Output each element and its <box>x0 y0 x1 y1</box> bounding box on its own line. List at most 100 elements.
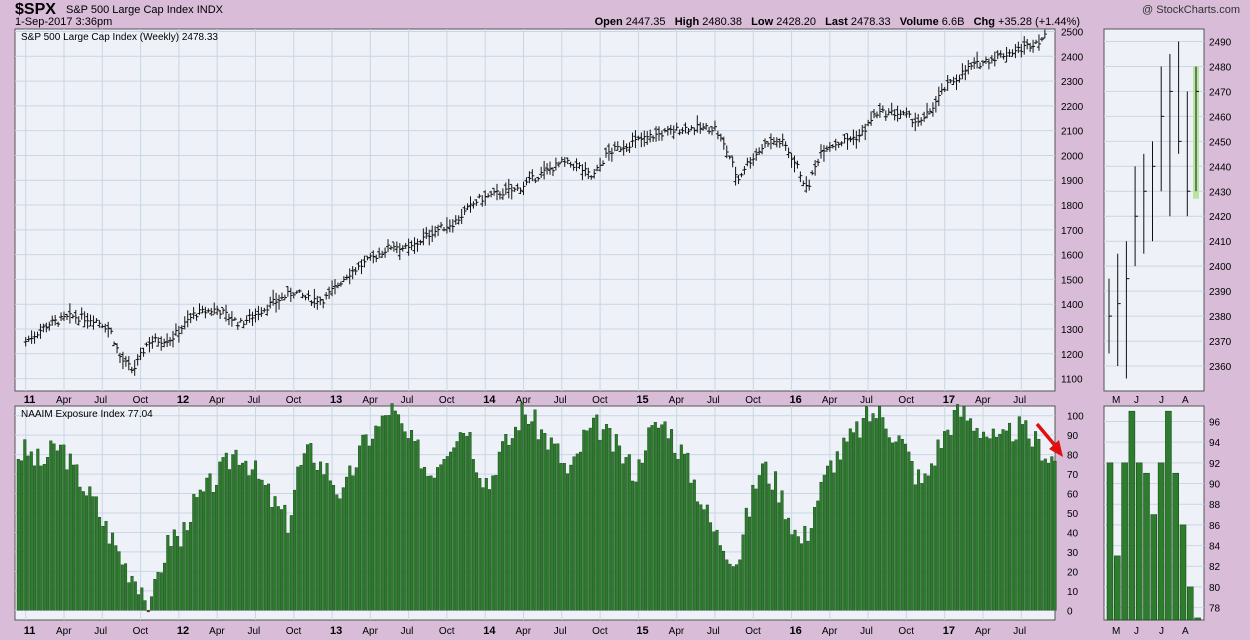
naaim-x-tick: Apr <box>516 626 532 637</box>
price-x-tick: Apr <box>209 395 225 406</box>
naaim-bar <box>959 416 963 611</box>
ticker-symbol: $SPX <box>15 1 56 18</box>
recent-naaim-bar <box>1194 617 1201 621</box>
naaim-bar <box>491 475 495 611</box>
recent-price-y-tick: 2400 <box>1209 262 1232 273</box>
recent-price-month: J <box>1134 395 1139 406</box>
chg-label: Chg <box>973 16 995 28</box>
naaim-bar <box>845 441 849 611</box>
naaim-bar <box>819 481 823 611</box>
naaim-bar <box>946 429 950 611</box>
naaim-bar <box>273 496 277 611</box>
naaim-bar <box>484 478 488 611</box>
naaim-bar <box>1017 416 1021 611</box>
naaim-bar <box>1053 460 1057 611</box>
recent-naaim-bar <box>1165 410 1172 621</box>
volume-label: Volume <box>899 16 939 28</box>
price-x-tick: Oct <box>286 395 302 406</box>
naaim-bar <box>497 451 501 611</box>
naaim-bar <box>683 453 687 611</box>
naaim-bar <box>403 431 407 611</box>
naaim-bar <box>744 507 748 611</box>
price-x-tick: Jul <box>401 395 414 406</box>
price-y-tick: 2000 <box>1061 151 1084 162</box>
naaim-bar <box>754 488 758 611</box>
naaim-bar <box>949 435 953 611</box>
naaim-bar <box>341 487 345 611</box>
naaim-x-tick: 15 <box>636 625 648 637</box>
naaim-bar <box>328 480 332 611</box>
naaim-bar <box>468 432 472 611</box>
naaim-bar <box>439 464 443 611</box>
price-y-tick: 2500 <box>1061 27 1084 38</box>
naaim-bar <box>393 410 397 611</box>
naaim-bar <box>237 464 241 611</box>
naaim-bar <box>939 448 943 611</box>
high-value: 2480.38 <box>702 16 742 28</box>
naaim-bar <box>852 432 856 611</box>
naaim-bar <box>283 504 287 611</box>
naaim-bar <box>829 460 833 611</box>
naaim-bar <box>556 443 560 611</box>
naaim-bar <box>312 462 316 611</box>
naaim-bar <box>796 536 800 611</box>
naaim-bar <box>377 426 381 611</box>
naaim-bar <box>751 484 755 611</box>
naaim-bar <box>1004 430 1008 611</box>
naaim-bar <box>400 423 404 611</box>
naaim-bar <box>62 444 66 611</box>
naaim-bar <box>208 473 212 611</box>
naaim-bar <box>36 448 40 611</box>
naaim-bar <box>234 449 238 611</box>
naaim-x-tick: 14 <box>483 625 496 637</box>
recent-naaim-bar <box>1128 410 1136 621</box>
naaim-bar <box>975 428 979 611</box>
naaim-bar <box>140 587 144 611</box>
naaim-bar <box>543 433 547 611</box>
naaim-x-tick: Jul <box>401 626 414 637</box>
naaim-bar <box>998 433 1002 611</box>
naaim-bar <box>670 429 674 611</box>
naaim-bar <box>858 437 862 611</box>
naaim-bar <box>1030 446 1034 611</box>
naaim-bar <box>1050 456 1054 611</box>
naaim-bar <box>618 445 622 611</box>
recent-naaim-bar <box>1143 472 1150 621</box>
naaim-bar <box>806 540 810 611</box>
naaim-bar <box>332 485 336 611</box>
naaim-x-tick: Apr <box>362 626 378 637</box>
low-label: Low <box>751 16 774 28</box>
naaim-bar <box>705 504 709 611</box>
recent-naaim-bar <box>1187 586 1194 621</box>
naaim-bar <box>738 559 742 611</box>
naaim-bar <box>133 581 137 611</box>
naaim-bar <box>23 439 27 611</box>
recent-naaim-y-tick: 96 <box>1209 418 1221 429</box>
naaim-bar <box>884 428 888 611</box>
naaim-bar <box>39 465 43 611</box>
price-y-tick: 1700 <box>1061 226 1084 237</box>
naaim-bar <box>1040 460 1044 611</box>
recent-price-month: M <box>1112 395 1120 406</box>
naaim-bar <box>169 546 173 611</box>
naaim-bar <box>835 451 839 611</box>
naaim-bar <box>94 496 98 611</box>
naaim-bar <box>624 457 628 611</box>
recent-price-y-tick: 2390 <box>1209 287 1232 298</box>
naaim-bar <box>211 492 215 611</box>
naaim-bar <box>1021 424 1025 611</box>
naaim-bar <box>1024 420 1028 611</box>
recent-naaim-bar <box>1179 524 1187 621</box>
naaim-bar <box>952 410 956 611</box>
price-y-tick: 2400 <box>1061 52 1084 63</box>
naaim-bar <box>686 452 690 611</box>
naaim-bar <box>29 451 33 611</box>
naaim-bar <box>436 467 440 611</box>
naaim-y-tick: 40 <box>1067 528 1079 539</box>
naaim-bar <box>842 437 846 611</box>
naaim-bar <box>510 438 514 611</box>
naaim-bar <box>991 428 995 611</box>
naaim-bar <box>215 484 219 611</box>
recent-price-y-tick: 2430 <box>1209 187 1232 198</box>
